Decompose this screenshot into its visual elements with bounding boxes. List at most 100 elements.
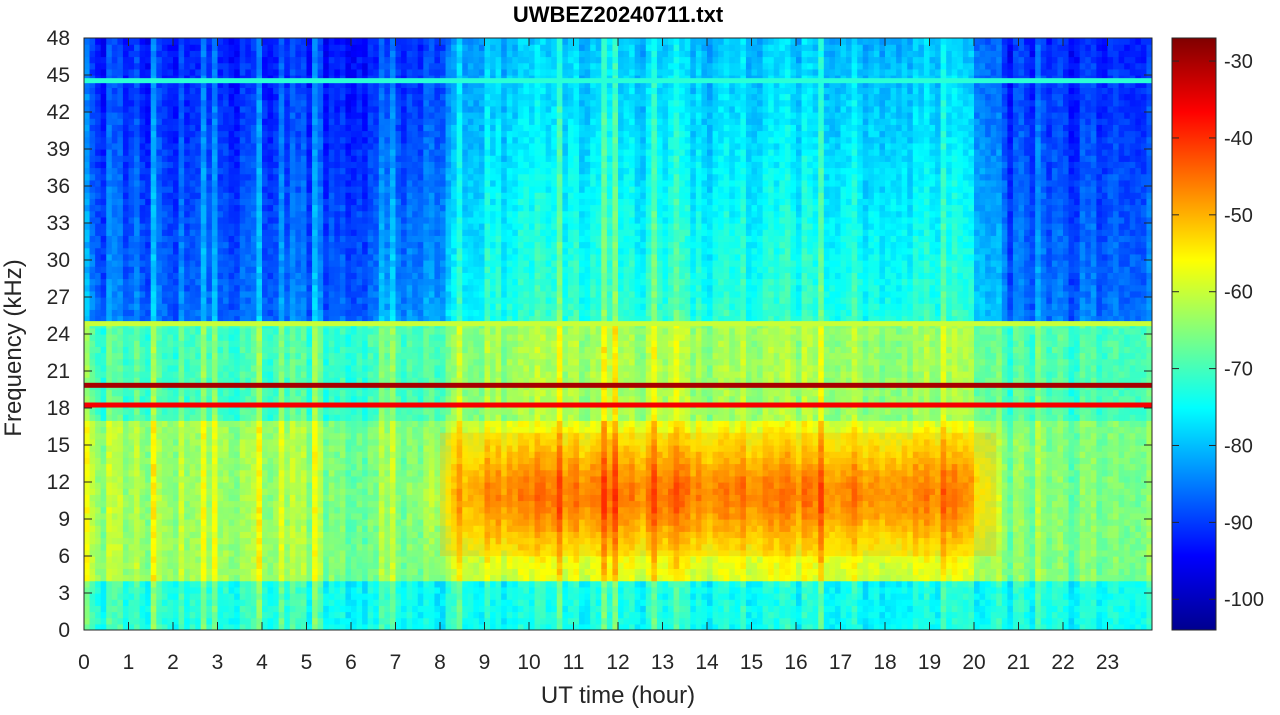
- heatmap-cell: [323, 105, 330, 113]
- heatmap-cell: [184, 62, 191, 70]
- heatmap-cell: [189, 253, 196, 261]
- heatmap-cell: [95, 290, 102, 298]
- heatmap-cell: [128, 414, 135, 421]
- heatmap-cell: [334, 420, 341, 428]
- heatmap-cell: [323, 297, 330, 304]
- heatmap-cell: [345, 340, 352, 347]
- heatmap-cell: [323, 500, 330, 508]
- heatmap-cell: [173, 371, 180, 378]
- heatmap-cell: [334, 38, 341, 45]
- heatmap-cell: [156, 216, 163, 224]
- heatmap-cell: [189, 186, 196, 193]
- heatmap-cell: [295, 44, 302, 51]
- heatmap-cell: [295, 340, 302, 347]
- heatmap-cell: [167, 352, 174, 360]
- heatmap-cell: [306, 358, 313, 366]
- heatmap-cell: [362, 167, 369, 175]
- heatmap-cell: [351, 593, 358, 600]
- heatmap-cell: [89, 340, 96, 347]
- heatmap-cell: [195, 617, 202, 625]
- heatmap-cell: [173, 556, 180, 563]
- heatmap-cell: [295, 173, 302, 181]
- heatmap-cell: [150, 346, 157, 354]
- heatmap-cell: [300, 315, 308, 323]
- heatmap-cell: [150, 223, 157, 230]
- heatmap-cell: [273, 315, 280, 323]
- heatmap-cell: [362, 525, 369, 532]
- heatmap-cell: [306, 364, 313, 372]
- heatmap-cell: [150, 327, 157, 335]
- heatmap-cell: [173, 93, 180, 101]
- heatmap-cell: [106, 346, 113, 354]
- heatmap-cell: [128, 574, 135, 582]
- heatmap-cell: [289, 586, 296, 594]
- heatmap-cell: [295, 290, 302, 298]
- heatmap-cell: [150, 241, 157, 249]
- heatmap-cell: [117, 266, 124, 273]
- heatmap-cell: [317, 38, 324, 45]
- heatmap-cell: [234, 284, 241, 292]
- heatmap-cell: [211, 457, 219, 465]
- heatmap-cell: [106, 50, 113, 58]
- heatmap-cell: [362, 556, 369, 563]
- heatmap-cell: [250, 241, 258, 249]
- heatmap-cell: [239, 445, 246, 452]
- heatmap-cell: [239, 599, 246, 606]
- heatmap-cell: [89, 457, 96, 465]
- heatmap-cell: [362, 389, 369, 397]
- heatmap-cell: [323, 358, 330, 366]
- heatmap-cell: [217, 62, 224, 70]
- heatmap-cell: [273, 512, 280, 520]
- heatmap-cell: [150, 463, 157, 471]
- heatmap-cell: [284, 340, 291, 347]
- heatmap-cell: [367, 426, 374, 434]
- heatmap-cell: [173, 463, 180, 471]
- heatmap-cell: [356, 284, 363, 292]
- heatmap-cell: [345, 593, 352, 600]
- heatmap-cell: [239, 482, 246, 489]
- heatmap-cell: [278, 260, 285, 267]
- heatmap-cell: [106, 580, 113, 588]
- heatmap-cell: [128, 371, 135, 378]
- heatmap-cell: [223, 586, 230, 594]
- heatmap-cell: [245, 253, 252, 261]
- heatmap-cell: [117, 260, 124, 267]
- heatmap-cell: [323, 161, 330, 169]
- heatmap-cell: [189, 445, 196, 452]
- heatmap-cell: [356, 438, 363, 446]
- heatmap-cell: [117, 377, 124, 384]
- heatmap-cell: [223, 334, 230, 341]
- heatmap-cell: [334, 340, 341, 347]
- heatmap-cell: [362, 408, 369, 415]
- heatmap-cell: [317, 463, 324, 471]
- heatmap-cell: [117, 482, 124, 489]
- heatmap-cell: [278, 549, 285, 557]
- heatmap-cell: [339, 506, 347, 514]
- heatmap-cell: [145, 124, 152, 132]
- heatmap-cell: [122, 593, 130, 600]
- heatmap-cell: [295, 62, 302, 70]
- heatmap-cell: [106, 377, 113, 384]
- heatmap-cell: [134, 432, 141, 440]
- heatmap-cell: [206, 457, 213, 465]
- heatmap-cell: [234, 223, 241, 230]
- heatmap-cell: [195, 432, 202, 440]
- heatmap-cell: [184, 309, 191, 317]
- heatmap-cell: [184, 81, 191, 88]
- heatmap-cell: [139, 623, 146, 630]
- heatmap-cell: [228, 352, 235, 360]
- heatmap-cell: [256, 457, 263, 465]
- heatmap-cell: [195, 253, 202, 261]
- heatmap-cell: [245, 457, 252, 465]
- heatmap-cell: [156, 284, 163, 292]
- heatmap-cell: [211, 543, 219, 551]
- heatmap-cell: [250, 290, 258, 298]
- heatmap-cell: [295, 568, 302, 576]
- heatmap-cell: [323, 537, 330, 545]
- heatmap-cell: [167, 118, 174, 125]
- heatmap-cell: [178, 124, 185, 132]
- heatmap-cell: [278, 500, 285, 508]
- heatmap-cell: [206, 315, 213, 323]
- heatmap-cell: [328, 290, 335, 298]
- heatmap-cell: [328, 531, 335, 539]
